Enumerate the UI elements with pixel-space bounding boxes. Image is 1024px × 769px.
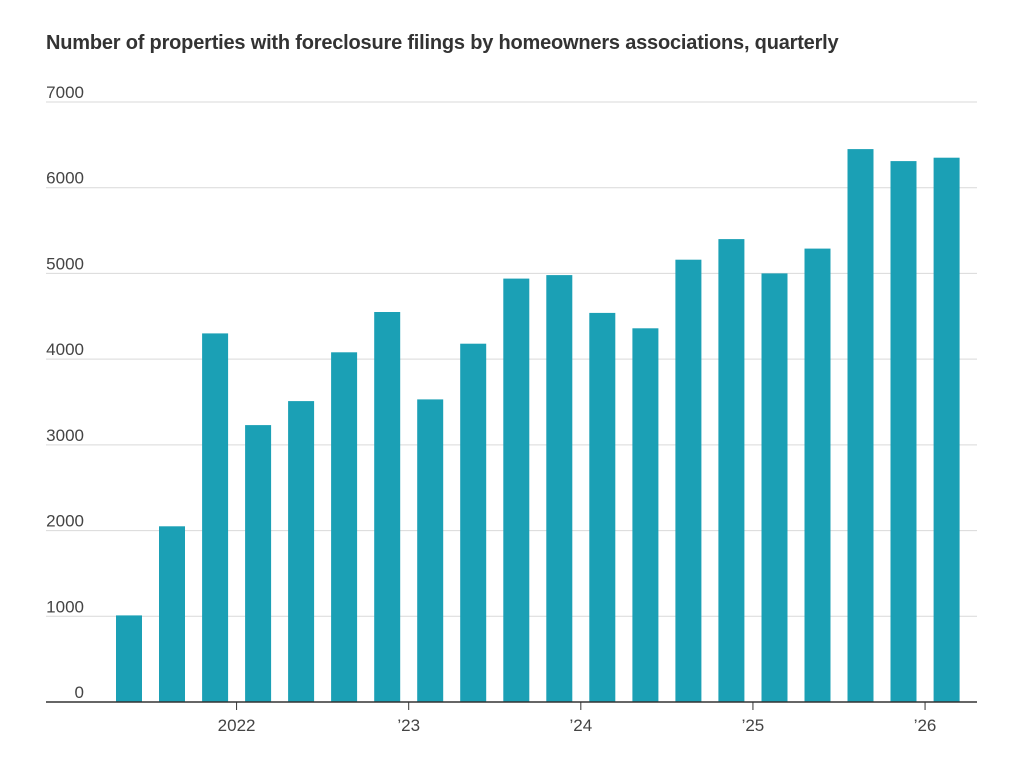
bar <box>288 401 315 702</box>
bar <box>374 312 401 702</box>
bar <box>245 425 272 702</box>
bar <box>460 343 487 702</box>
bar <box>761 273 788 702</box>
bar <box>417 399 444 702</box>
chart-title: Number of properties with foreclosure fi… <box>46 32 839 54</box>
bar <box>675 259 702 702</box>
bar <box>847 149 874 703</box>
y-axis-ticks: 0 1000 2000 3000 4000 5000 6000 7000 <box>46 83 84 702</box>
bar <box>890 161 917 703</box>
y-tick-label: 4000 <box>46 340 84 359</box>
bar <box>331 352 358 702</box>
bar <box>116 615 142 702</box>
bar <box>202 333 229 702</box>
x-axis-ticks: 2022 ’23 ’24 ’25 ’26 <box>218 702 937 735</box>
x-tick-label: ’25 <box>742 716 765 735</box>
y-tick-label: 7000 <box>46 83 84 102</box>
bar <box>159 526 185 702</box>
bar <box>503 278 530 702</box>
y-tick-label: 6000 <box>46 169 84 188</box>
bar <box>933 157 960 702</box>
x-tick-label: 2022 <box>218 716 256 735</box>
y-tick-label: 3000 <box>46 426 84 445</box>
x-tick-label: ’26 <box>914 716 937 735</box>
bar <box>718 239 745 702</box>
y-tick-label: 1000 <box>46 597 84 616</box>
bar <box>546 275 573 702</box>
y-tick-label: 2000 <box>46 512 84 531</box>
y-tick-label: 5000 <box>46 254 84 273</box>
bars <box>116 149 960 703</box>
bar <box>589 312 616 702</box>
bar <box>632 328 659 702</box>
x-tick-label: ’24 <box>569 716 592 735</box>
x-tick-label: ’23 <box>397 716 420 735</box>
y-tick-label: 0 <box>75 683 84 702</box>
bar <box>804 248 831 702</box>
